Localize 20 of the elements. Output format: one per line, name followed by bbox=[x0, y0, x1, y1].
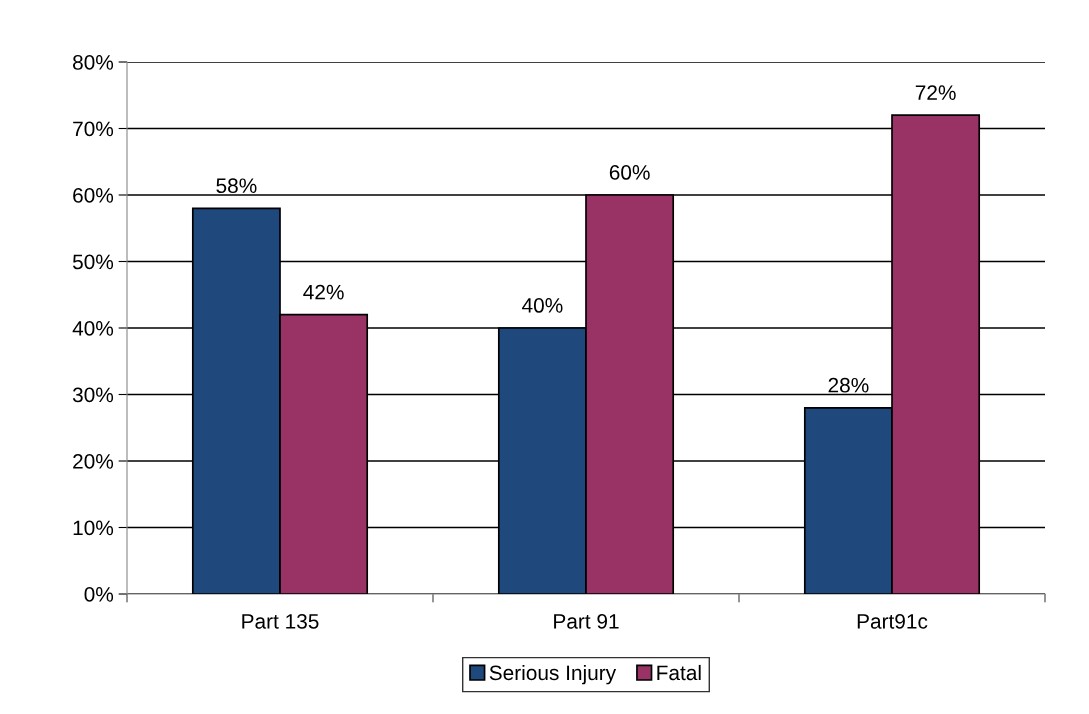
x-tick-label: Part 135 bbox=[242, 613, 319, 629]
x-tick-label: Part 91 bbox=[554, 613, 619, 629]
data-label: 40% bbox=[522, 298, 563, 313]
y-tick-label: 40% bbox=[72, 321, 114, 336]
y-tick-label: 70% bbox=[73, 121, 114, 137]
data-label: 42% bbox=[303, 284, 344, 300]
y-tick-label: 60% bbox=[73, 188, 114, 203]
y-tick-label: 50% bbox=[72, 254, 114, 270]
y-tick-label: 80% bbox=[73, 55, 114, 70]
y-tick-label: 20% bbox=[73, 454, 114, 469]
legend-label: Serious Injury bbox=[489, 664, 617, 685]
data-label: 72% bbox=[915, 85, 956, 100]
data-label: 58% bbox=[216, 178, 257, 194]
y-tick-label: 0% bbox=[84, 587, 114, 602]
data-label: 60% bbox=[609, 165, 650, 180]
data-label: 28% bbox=[828, 377, 869, 393]
x-tick-label: Part91c bbox=[857, 613, 928, 629]
y-tick-label: 30% bbox=[72, 387, 114, 403]
y-tick-label: 10% bbox=[73, 520, 114, 536]
legend-label: Fatal bbox=[657, 664, 701, 681]
